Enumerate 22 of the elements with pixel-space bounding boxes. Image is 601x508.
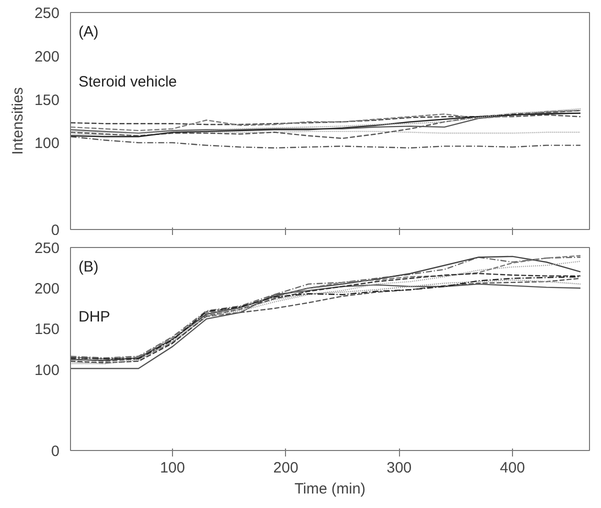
line-series xyxy=(70,110,582,126)
annotation: (A) xyxy=(78,24,98,40)
x-tick-label: 400 xyxy=(500,460,525,476)
x-tick-label: 300 xyxy=(386,460,412,476)
y-tick-label: 100 xyxy=(34,135,60,152)
y-tick-label: 150 xyxy=(34,92,60,109)
annotation: (B) xyxy=(78,258,98,276)
y-tick-label: 250 xyxy=(34,5,60,22)
annotation: Steroid vehicle xyxy=(78,74,177,90)
y-tick-label: 200 xyxy=(34,280,60,298)
x-tick-label: 200 xyxy=(273,460,298,476)
x-axis-title: Time (min) xyxy=(294,480,366,498)
y-axis-title: Intensities xyxy=(9,87,26,155)
y-tick-label: 150 xyxy=(34,321,60,338)
x-tick-label: 100 xyxy=(160,460,186,476)
y-tick-label: 0 xyxy=(51,443,60,460)
annotation: DHP xyxy=(78,308,110,326)
y-tick-label: 0 xyxy=(51,222,60,239)
y-tick-label: 200 xyxy=(34,48,60,66)
line-series xyxy=(70,136,582,149)
y-tick-label: 100 xyxy=(34,362,60,379)
y-tick-label: 250 xyxy=(34,240,60,257)
